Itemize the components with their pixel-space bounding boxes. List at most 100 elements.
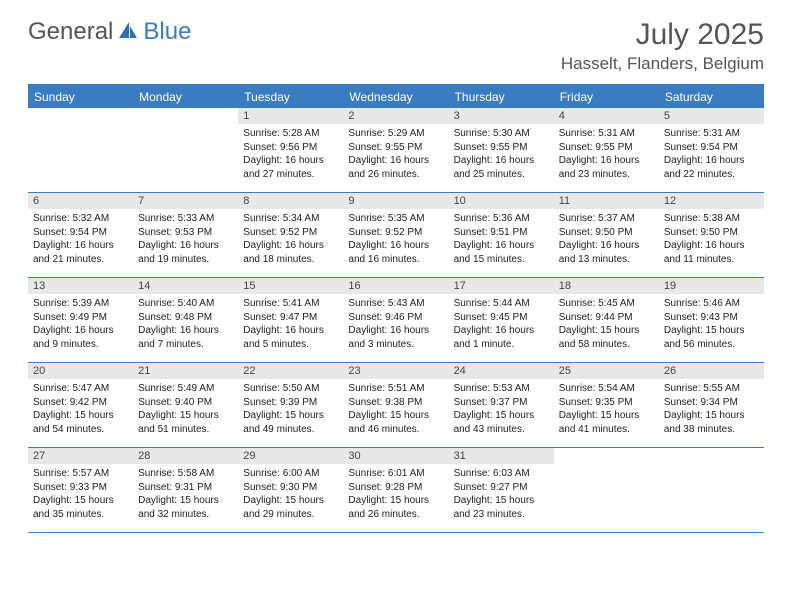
daylight-text: Daylight: 16 hours and 22 minutes. — [664, 154, 759, 181]
day-cell: 27Sunrise: 5:57 AMSunset: 9:33 PMDayligh… — [28, 448, 133, 532]
daylight-text: Daylight: 15 hours and 38 minutes. — [664, 409, 759, 436]
day-body: Sunrise: 5:38 AMSunset: 9:50 PMDaylight:… — [659, 209, 764, 270]
daylight-text: Daylight: 15 hours and 49 minutes. — [243, 409, 338, 436]
day-number: 18 — [554, 278, 659, 294]
sunset-text: Sunset: 9:47 PM — [243, 311, 338, 325]
day-number: 12 — [659, 193, 764, 209]
daylight-text: Daylight: 16 hours and 26 minutes. — [348, 154, 443, 181]
day-cell — [659, 448, 764, 532]
day-body: Sunrise: 5:29 AMSunset: 9:55 PMDaylight:… — [343, 124, 448, 185]
sunrise-text: Sunrise: 5:36 AM — [454, 212, 549, 226]
month-title: July 2025 — [561, 18, 764, 52]
day-body: Sunrise: 5:45 AMSunset: 9:44 PMDaylight:… — [554, 294, 659, 355]
day-header-row: Sunday Monday Tuesday Wednesday Thursday… — [28, 86, 764, 108]
daylight-text: Daylight: 15 hours and 43 minutes. — [454, 409, 549, 436]
sunset-text: Sunset: 9:35 PM — [559, 396, 654, 410]
day-cell — [28, 108, 133, 192]
day-number: 28 — [133, 448, 238, 464]
daylight-text: Daylight: 15 hours and 54 minutes. — [33, 409, 128, 436]
day-cell: 14Sunrise: 5:40 AMSunset: 9:48 PMDayligh… — [133, 278, 238, 362]
day-number — [659, 448, 764, 452]
sunset-text: Sunset: 9:51 PM — [454, 226, 549, 240]
week-row: 6Sunrise: 5:32 AMSunset: 9:54 PMDaylight… — [28, 193, 764, 278]
day-number: 20 — [28, 363, 133, 379]
sunrise-text: Sunrise: 5:55 AM — [664, 382, 759, 396]
daylight-text: Daylight: 15 hours and 32 minutes. — [138, 494, 233, 521]
daylight-text: Daylight: 16 hours and 16 minutes. — [348, 239, 443, 266]
day-body: Sunrise: 5:58 AMSunset: 9:31 PMDaylight:… — [133, 464, 238, 525]
day-body: Sunrise: 5:40 AMSunset: 9:48 PMDaylight:… — [133, 294, 238, 355]
week-row: 20Sunrise: 5:47 AMSunset: 9:42 PMDayligh… — [28, 363, 764, 448]
sunrise-text: Sunrise: 5:51 AM — [348, 382, 443, 396]
day-cell: 15Sunrise: 5:41 AMSunset: 9:47 PMDayligh… — [238, 278, 343, 362]
sunset-text: Sunset: 9:42 PM — [33, 396, 128, 410]
sunset-text: Sunset: 9:52 PM — [243, 226, 338, 240]
day-number: 16 — [343, 278, 448, 294]
sunset-text: Sunset: 9:38 PM — [348, 396, 443, 410]
sunset-text: Sunset: 9:44 PM — [559, 311, 654, 325]
day-body: Sunrise: 5:43 AMSunset: 9:46 PMDaylight:… — [343, 294, 448, 355]
sunset-text: Sunset: 9:50 PM — [559, 226, 654, 240]
day-body: Sunrise: 5:46 AMSunset: 9:43 PMDaylight:… — [659, 294, 764, 355]
daylight-text: Daylight: 15 hours and 29 minutes. — [243, 494, 338, 521]
day-number: 19 — [659, 278, 764, 294]
sunrise-text: Sunrise: 5:31 AM — [559, 127, 654, 141]
daylight-text: Daylight: 15 hours and 23 minutes. — [454, 494, 549, 521]
day-number: 10 — [449, 193, 554, 209]
day-cell: 11Sunrise: 5:37 AMSunset: 9:50 PMDayligh… — [554, 193, 659, 277]
sunset-text: Sunset: 9:54 PM — [664, 141, 759, 155]
day-number: 14 — [133, 278, 238, 294]
sunset-text: Sunset: 9:50 PM — [664, 226, 759, 240]
day-cell: 28Sunrise: 5:58 AMSunset: 9:31 PMDayligh… — [133, 448, 238, 532]
daylight-text: Daylight: 16 hours and 5 minutes. — [243, 324, 338, 351]
week-row: 27Sunrise: 5:57 AMSunset: 9:33 PMDayligh… — [28, 448, 764, 533]
daylight-text: Daylight: 16 hours and 27 minutes. — [243, 154, 338, 181]
sunrise-text: Sunrise: 5:29 AM — [348, 127, 443, 141]
sunset-text: Sunset: 9:55 PM — [559, 141, 654, 155]
day-body: Sunrise: 5:36 AMSunset: 9:51 PMDaylight:… — [449, 209, 554, 270]
day-cell: 20Sunrise: 5:47 AMSunset: 9:42 PMDayligh… — [28, 363, 133, 447]
day-cell: 9Sunrise: 5:35 AMSunset: 9:52 PMDaylight… — [343, 193, 448, 277]
day-number: 9 — [343, 193, 448, 209]
day-number: 25 — [554, 363, 659, 379]
sunrise-text: Sunrise: 5:49 AM — [138, 382, 233, 396]
day-number: 21 — [133, 363, 238, 379]
day-cell: 10Sunrise: 5:36 AMSunset: 9:51 PMDayligh… — [449, 193, 554, 277]
sunset-text: Sunset: 9:39 PM — [243, 396, 338, 410]
sunset-text: Sunset: 9:28 PM — [348, 481, 443, 495]
sunset-text: Sunset: 9:52 PM — [348, 226, 443, 240]
daylight-text: Daylight: 16 hours and 1 minute. — [454, 324, 549, 351]
day-header-fri: Friday — [554, 86, 659, 108]
day-cell: 4Sunrise: 5:31 AMSunset: 9:55 PMDaylight… — [554, 108, 659, 192]
daylight-text: Daylight: 16 hours and 13 minutes. — [559, 239, 654, 266]
day-number: 5 — [659, 108, 764, 124]
day-body: Sunrise: 5:55 AMSunset: 9:34 PMDaylight:… — [659, 379, 764, 440]
sunset-text: Sunset: 9:45 PM — [454, 311, 549, 325]
sunset-text: Sunset: 9:33 PM — [33, 481, 128, 495]
sunrise-text: Sunrise: 5:46 AM — [664, 297, 759, 311]
day-cell: 1Sunrise: 5:28 AMSunset: 9:56 PMDaylight… — [238, 108, 343, 192]
day-body: Sunrise: 5:39 AMSunset: 9:49 PMDaylight:… — [28, 294, 133, 355]
day-body: Sunrise: 5:37 AMSunset: 9:50 PMDaylight:… — [554, 209, 659, 270]
sunset-text: Sunset: 9:31 PM — [138, 481, 233, 495]
daylight-text: Daylight: 16 hours and 11 minutes. — [664, 239, 759, 266]
calendar-grid: Sunday Monday Tuesday Wednesday Thursday… — [28, 84, 764, 533]
sunset-text: Sunset: 9:27 PM — [454, 481, 549, 495]
sunrise-text: Sunrise: 5:45 AM — [559, 297, 654, 311]
day-cell: 6Sunrise: 5:32 AMSunset: 9:54 PMDaylight… — [28, 193, 133, 277]
day-number: 27 — [28, 448, 133, 464]
sunrise-text: Sunrise: 5:54 AM — [559, 382, 654, 396]
day-cell: 23Sunrise: 5:51 AMSunset: 9:38 PMDayligh… — [343, 363, 448, 447]
sunset-text: Sunset: 9:43 PM — [664, 311, 759, 325]
day-cell: 7Sunrise: 5:33 AMSunset: 9:53 PMDaylight… — [133, 193, 238, 277]
daylight-text: Daylight: 15 hours and 41 minutes. — [559, 409, 654, 436]
day-cell: 18Sunrise: 5:45 AMSunset: 9:44 PMDayligh… — [554, 278, 659, 362]
day-number: 17 — [449, 278, 554, 294]
sunrise-text: Sunrise: 5:53 AM — [454, 382, 549, 396]
day-number: 15 — [238, 278, 343, 294]
daylight-text: Daylight: 16 hours and 15 minutes. — [454, 239, 549, 266]
sunset-text: Sunset: 9:46 PM — [348, 311, 443, 325]
day-number — [554, 448, 659, 452]
day-number: 24 — [449, 363, 554, 379]
sunrise-text: Sunrise: 5:28 AM — [243, 127, 338, 141]
